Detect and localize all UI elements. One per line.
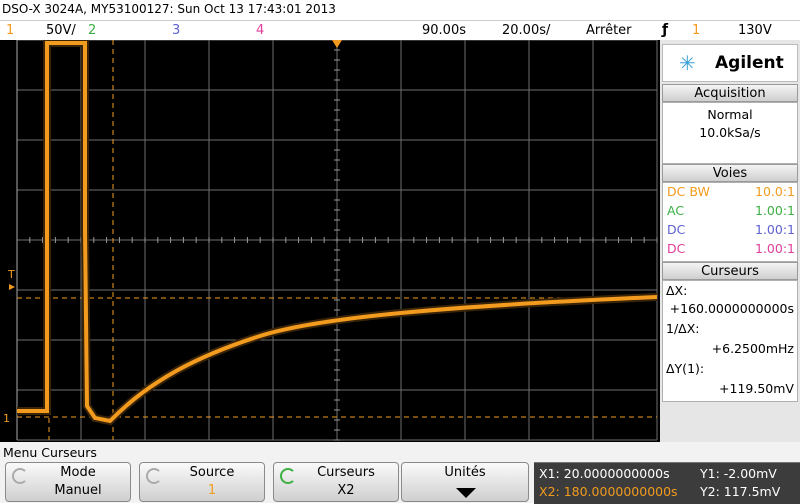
ch2-label: 2 [88,23,97,38]
dx-label: ΔX: [666,283,688,298]
coupling: DC [667,241,686,256]
channels-title: Voies [662,164,798,182]
waveform-display: T 1 [0,40,660,442]
cursors-body: ΔX: +160.0000000000s 1/ΔX: +6.2500mHz ΔY… [662,280,798,402]
ch1-label: 1 [6,23,15,38]
inv-dx-label: 1/ΔX: [666,321,700,336]
channels-body: DC BW 10.0:1 AC 1.00:1 DC 1.00:1 DC 1.00:1 [662,182,798,262]
menu-button[interactable]: Mode Manuel [5,462,131,502]
channel-row: DC 1.00:1 [667,222,797,237]
channel-row: DC BW 10.0:1 [667,184,797,199]
acq-body: Normal 10.0kSa/s [662,102,798,164]
button-label: Source [189,465,235,480]
trace [17,41,658,424]
menu-button[interactable]: Curseurs X2 [273,462,399,502]
channel-row [0,20,800,41]
cursor-readout: X1: 20.0000000000s X2: 180.0000000000s Y… [534,462,800,504]
inv-dx: +6.2500mHz [711,341,794,356]
side-panel: ✳ Agilent Acquisition Normal 10.0kSa/s V… [660,40,800,442]
menu-button[interactable]: Source 1 [139,462,265,502]
ground-marker: 1 [3,412,10,425]
coupling: DC [667,222,686,237]
brand-box: ✳ Agilent [662,44,798,82]
trigger-level: 130V [738,23,772,38]
dy: +119.50mV [719,381,794,396]
dy-label: ΔY(1): [666,361,705,376]
button-value: 1 [207,483,217,498]
menu-title: Menu Curseurs [3,445,97,460]
title: DSO-X 3024A, MY53100127: Sun Oct 13 17:4… [2,2,336,16]
button-label: Unités [444,465,486,480]
channel-row: AC 1.00:1 [667,203,797,218]
trigger-arrow [9,284,15,290]
time-scale: 20.00s/ [502,23,551,38]
button-label: Curseurs [317,465,375,480]
time-position: 90.00s [422,23,466,38]
brand: Agilent [715,53,784,73]
trigger-position-marker [332,40,342,48]
dx: +160.0000000000s [669,301,794,316]
y1-readout: Y1: -2.00mV [700,466,777,481]
x1-readout: X1: 20.0000000000s [539,466,670,481]
probe: 1.00:1 [755,203,795,218]
button-icon [146,468,162,484]
brand-logo: ✳ [679,51,696,75]
cursors-title: Curseurs [662,262,798,280]
display-bg [0,40,660,442]
run-state: Arrêter [586,23,632,38]
trigger-marker: T [7,268,15,281]
trigger-source: 1 [692,23,701,38]
button-icon [280,468,296,484]
channel-row: DC 1.00:1 [667,241,797,256]
x2-readout: X2: 180.0000000000s [539,484,678,499]
acq-title: Acquisition [662,84,798,102]
menu-button[interactable]: Unités [401,462,529,502]
acq-rate: 10.0kSa/s [699,125,761,140]
trigger-icon: ƒ [662,22,669,38]
acq-mode: Normal [707,107,753,122]
y2-readout: Y2: 117.5mV [700,484,781,499]
grid [16,40,658,441]
probe: 10.0:1 [755,184,795,199]
status-bar: DSO-X 3024A, MY53100127: Sun Oct 13 17:4… [0,0,800,41]
ch4-label: 4 [256,23,265,38]
ch3-label: 3 [172,23,181,38]
button-label: Mode [60,465,96,480]
button-value: Manuel [54,483,102,498]
ch1-scale: 50V/ [46,23,76,38]
button-value: X2 [337,483,355,498]
coupling: DC BW [667,184,710,199]
probe: 1.00:1 [755,222,795,237]
down-arrow [456,488,476,498]
button-icon [12,468,28,484]
coupling: AC [667,203,685,218]
probe: 1.00:1 [755,241,795,256]
